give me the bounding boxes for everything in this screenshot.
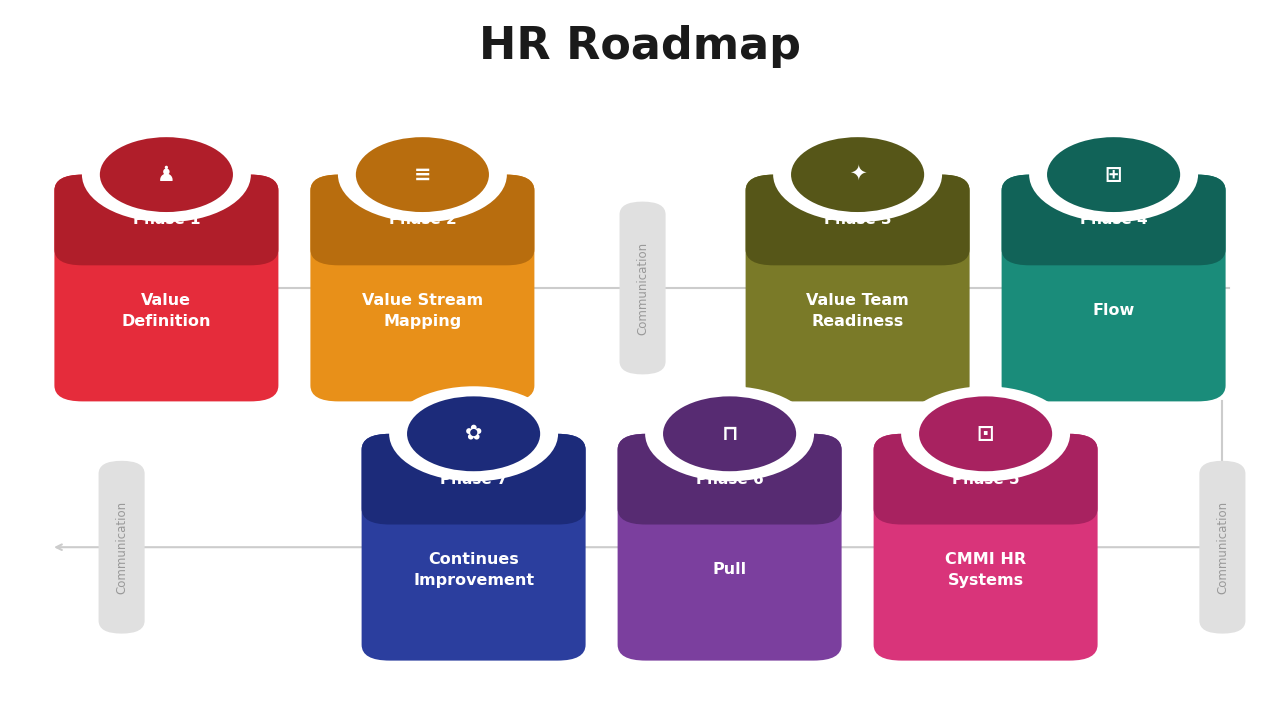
Text: Phase 4: Phase 4 <box>1080 212 1147 228</box>
Text: Value Stream
Mapping: Value Stream Mapping <box>362 293 483 328</box>
FancyBboxPatch shape <box>874 433 1097 661</box>
Circle shape <box>1047 138 1180 212</box>
FancyBboxPatch shape <box>617 433 842 525</box>
Text: CMMI HR
Systems: CMMI HR Systems <box>945 552 1027 588</box>
Text: ⊡: ⊡ <box>977 424 995 444</box>
Text: ⊓: ⊓ <box>722 424 737 444</box>
Text: HR Roadmap: HR Roadmap <box>479 25 801 68</box>
Text: Phase 6: Phase 6 <box>696 472 763 487</box>
FancyBboxPatch shape <box>874 433 1097 525</box>
FancyBboxPatch shape <box>745 175 970 266</box>
Text: ✦: ✦ <box>849 165 867 184</box>
Circle shape <box>645 387 814 482</box>
FancyBboxPatch shape <box>620 202 666 374</box>
Text: Continues
Improvement: Continues Improvement <box>413 552 534 588</box>
FancyBboxPatch shape <box>361 433 585 661</box>
Text: Phase 5: Phase 5 <box>952 472 1019 487</box>
FancyBboxPatch shape <box>1001 175 1226 402</box>
Circle shape <box>356 138 489 212</box>
Text: Communication: Communication <box>1216 500 1229 594</box>
Text: Phase 2: Phase 2 <box>389 212 456 228</box>
FancyBboxPatch shape <box>55 175 279 266</box>
Text: ✿: ✿ <box>465 424 483 444</box>
Circle shape <box>100 138 233 212</box>
Text: ⊞: ⊞ <box>1105 165 1123 184</box>
Text: Value
Definition: Value Definition <box>122 293 211 328</box>
FancyBboxPatch shape <box>311 175 535 266</box>
Circle shape <box>773 127 942 222</box>
Circle shape <box>919 397 1052 472</box>
Circle shape <box>389 387 558 482</box>
Circle shape <box>407 397 540 472</box>
Text: Phase 1: Phase 1 <box>133 212 200 228</box>
FancyBboxPatch shape <box>55 175 279 402</box>
Text: ≡: ≡ <box>413 165 431 184</box>
FancyBboxPatch shape <box>1199 461 1245 634</box>
Circle shape <box>901 387 1070 482</box>
Circle shape <box>82 127 251 222</box>
Circle shape <box>1029 127 1198 222</box>
FancyBboxPatch shape <box>745 175 970 402</box>
Text: Phase 7: Phase 7 <box>440 472 507 487</box>
Text: Value Team
Readiness: Value Team Readiness <box>806 293 909 328</box>
FancyBboxPatch shape <box>311 175 535 402</box>
Text: Communication: Communication <box>115 500 128 594</box>
FancyBboxPatch shape <box>99 461 145 634</box>
FancyBboxPatch shape <box>361 433 585 525</box>
Circle shape <box>663 397 796 472</box>
Text: Communication: Communication <box>636 241 649 335</box>
Text: ♟: ♟ <box>157 165 175 184</box>
FancyBboxPatch shape <box>617 433 842 661</box>
FancyBboxPatch shape <box>1001 175 1226 266</box>
Text: Phase 3: Phase 3 <box>824 212 891 228</box>
Text: Pull: Pull <box>713 562 746 577</box>
Circle shape <box>338 127 507 222</box>
Circle shape <box>791 138 924 212</box>
Text: Flow: Flow <box>1092 303 1135 318</box>
